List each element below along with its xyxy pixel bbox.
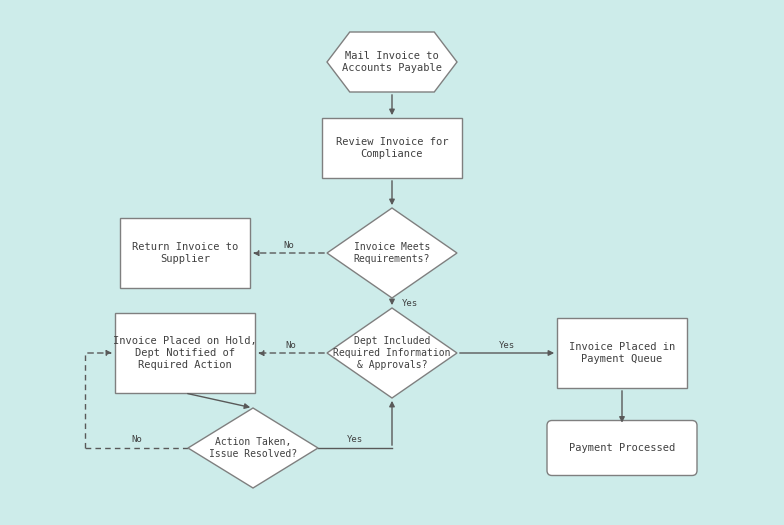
Text: Review Invoice for
Compliance: Review Invoice for Compliance bbox=[336, 137, 448, 159]
Text: Payment Processed: Payment Processed bbox=[569, 443, 675, 453]
Polygon shape bbox=[327, 32, 457, 92]
Text: Invoice Placed in
Payment Queue: Invoice Placed in Payment Queue bbox=[569, 342, 675, 364]
Text: Yes: Yes bbox=[402, 299, 418, 308]
FancyBboxPatch shape bbox=[120, 218, 250, 288]
FancyBboxPatch shape bbox=[322, 118, 462, 178]
Text: Action Taken,
Issue Resolved?: Action Taken, Issue Resolved? bbox=[209, 437, 297, 459]
Polygon shape bbox=[327, 308, 457, 398]
Text: Return Invoice to
Supplier: Return Invoice to Supplier bbox=[132, 242, 238, 264]
Text: Mail Invoice to
Accounts Payable: Mail Invoice to Accounts Payable bbox=[342, 51, 442, 73]
Polygon shape bbox=[327, 208, 457, 298]
Text: No: No bbox=[283, 240, 294, 249]
Text: Dept Included
Required Information
& Approvals?: Dept Included Required Information & App… bbox=[333, 337, 451, 370]
Polygon shape bbox=[188, 408, 318, 488]
Text: Yes: Yes bbox=[347, 436, 363, 445]
Text: Invoice Meets
Requirements?: Invoice Meets Requirements? bbox=[354, 242, 430, 264]
Text: No: No bbox=[131, 436, 142, 445]
Text: Yes: Yes bbox=[499, 341, 515, 350]
Text: Invoice Placed on Hold,
Dept Notified of
Required Action: Invoice Placed on Hold, Dept Notified of… bbox=[113, 337, 257, 370]
FancyBboxPatch shape bbox=[547, 421, 697, 476]
Text: No: No bbox=[285, 341, 296, 350]
FancyBboxPatch shape bbox=[557, 318, 687, 388]
FancyBboxPatch shape bbox=[115, 313, 255, 393]
